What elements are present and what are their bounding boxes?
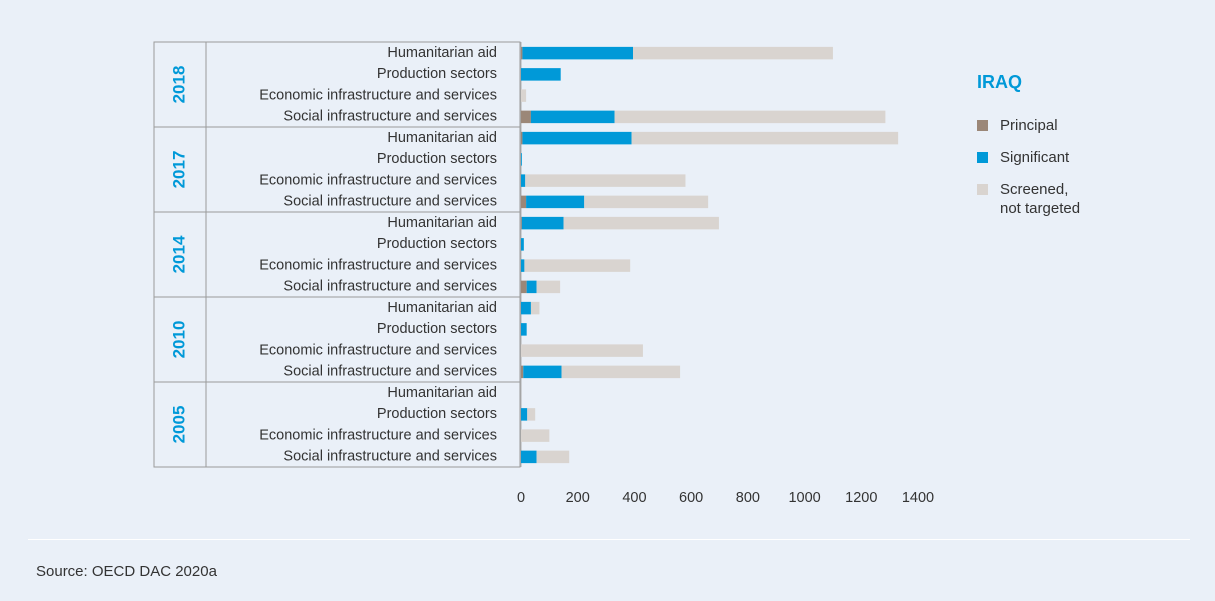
category-label: Production sectors (377, 236, 497, 252)
year-label-2010: 2010 (169, 321, 188, 359)
bar-segment-screened (525, 174, 686, 187)
x-tick-label: 1200 (845, 490, 877, 506)
category-label: Production sectors (377, 66, 497, 82)
bar-segment-significant (521, 450, 537, 464)
footer-divider (28, 539, 1190, 540)
category-label: Humanitarian aid (387, 130, 497, 146)
category-label: Economic infrastructure and services (259, 342, 497, 358)
bar-segment-principal (521, 216, 522, 230)
legend-title: IRAQ (977, 72, 1022, 92)
legend-item-screened: Screened, not targeted (977, 180, 1140, 218)
source-note: Source: OECD DAC 2020a (36, 563, 217, 580)
bar-segment-principal (521, 365, 524, 379)
category-label: Social infrastructure and services (283, 364, 497, 380)
bar-segment-significant (530, 110, 615, 124)
category-label: Social infrastructure and services (283, 449, 497, 465)
bar-segment-screened (561, 365, 681, 379)
bar-chart: 2018 2017 2014 2010 2005 Humanitarian aid Prod… (153, 41, 934, 506)
year-label-2018: 2018 (169, 66, 188, 104)
bar-segment-significant (521, 408, 528, 421)
bar-segment-screened (527, 408, 536, 421)
x-tick-label: 200 (566, 490, 590, 506)
x-tick-label: 600 (679, 490, 703, 506)
bar-segment-significant (521, 238, 524, 251)
bar-segment-screened (614, 110, 886, 124)
category-label: Production sectors (377, 321, 497, 337)
x-tick-label: 1400 (902, 490, 934, 506)
bar-segment-principal (521, 195, 527, 209)
bar-segment-significant (521, 68, 561, 81)
category-label: Economic infrastructure and services (259, 87, 497, 103)
year-label-2017: 2017 (169, 151, 188, 189)
category-label: Humanitarian aid (387, 385, 497, 401)
category-label: Economic infrastructure and services (259, 257, 497, 273)
legend-swatch-screened (977, 184, 988, 195)
bar-segment-significant (521, 259, 525, 272)
x-tick-label: 1000 (788, 490, 820, 506)
bar-segment-screened (521, 344, 643, 357)
x-tick-label: 0 (517, 490, 525, 506)
category-label: Humanitarian aid (387, 300, 497, 316)
bar-segment-principal (521, 131, 523, 145)
bar-segment-screened (584, 195, 709, 209)
legend-item-principal: Principal (977, 116, 1140, 135)
category-label: Production sectors (377, 151, 497, 167)
bar-segment-screened (530, 301, 540, 315)
bar-segment-screened (521, 89, 527, 102)
category-label: Humanitarian aid (387, 215, 497, 231)
bar-segment-significant (522, 46, 634, 60)
bar-segment-significant (523, 365, 562, 379)
bar-segment-significant (521, 301, 531, 315)
bar-segment-principal (521, 110, 531, 124)
category-label: Social infrastructure and services (283, 279, 497, 295)
bar-segment-screened (631, 131, 899, 145)
bar-segment-screened (633, 46, 833, 60)
x-tick-label: 400 (622, 490, 646, 506)
bar-segment-significant (521, 174, 526, 187)
bar-segment-significant (522, 131, 632, 145)
category-label: Social infrastructure and services (283, 194, 497, 210)
bar-segment-significant (521, 323, 527, 336)
legend-item-significant: Significant (977, 148, 1140, 167)
bar-segment-screened (563, 216, 719, 230)
x-tick-label: 800 (736, 490, 760, 506)
bar-segment-screened (536, 450, 570, 464)
legend-label-significant: Significant (1000, 149, 1070, 166)
year-cell-2005 (153, 381, 207, 468)
year-label-2005: 2005 (169, 406, 188, 444)
legend-label-screened: Screened, not targeted (1000, 181, 1081, 217)
year-label-2014: 2014 (169, 235, 188, 273)
bar-segment-significant (521, 216, 564, 230)
category-label: Economic infrastructure and services (259, 427, 497, 443)
legend-swatch-principal (977, 120, 988, 131)
category-label: Social infrastructure and services (283, 109, 497, 125)
legend-label-principal: Principal (1000, 117, 1058, 134)
bar-segment-significant (521, 153, 522, 166)
bar-segment-significant (526, 195, 585, 209)
category-label: Production sectors (377, 406, 497, 422)
bar-segment-significant (526, 280, 537, 294)
category-label: Economic infrastructure and services (259, 172, 497, 188)
bar-segment-screened (521, 429, 550, 442)
legend-swatch-significant (977, 152, 988, 163)
bar-segment-principal (521, 280, 527, 294)
category-label: Humanitarian aid (387, 45, 497, 61)
bar-segment-principal (521, 46, 523, 60)
bar-segment-screened (536, 280, 561, 294)
bar-segment-screened (524, 259, 631, 272)
